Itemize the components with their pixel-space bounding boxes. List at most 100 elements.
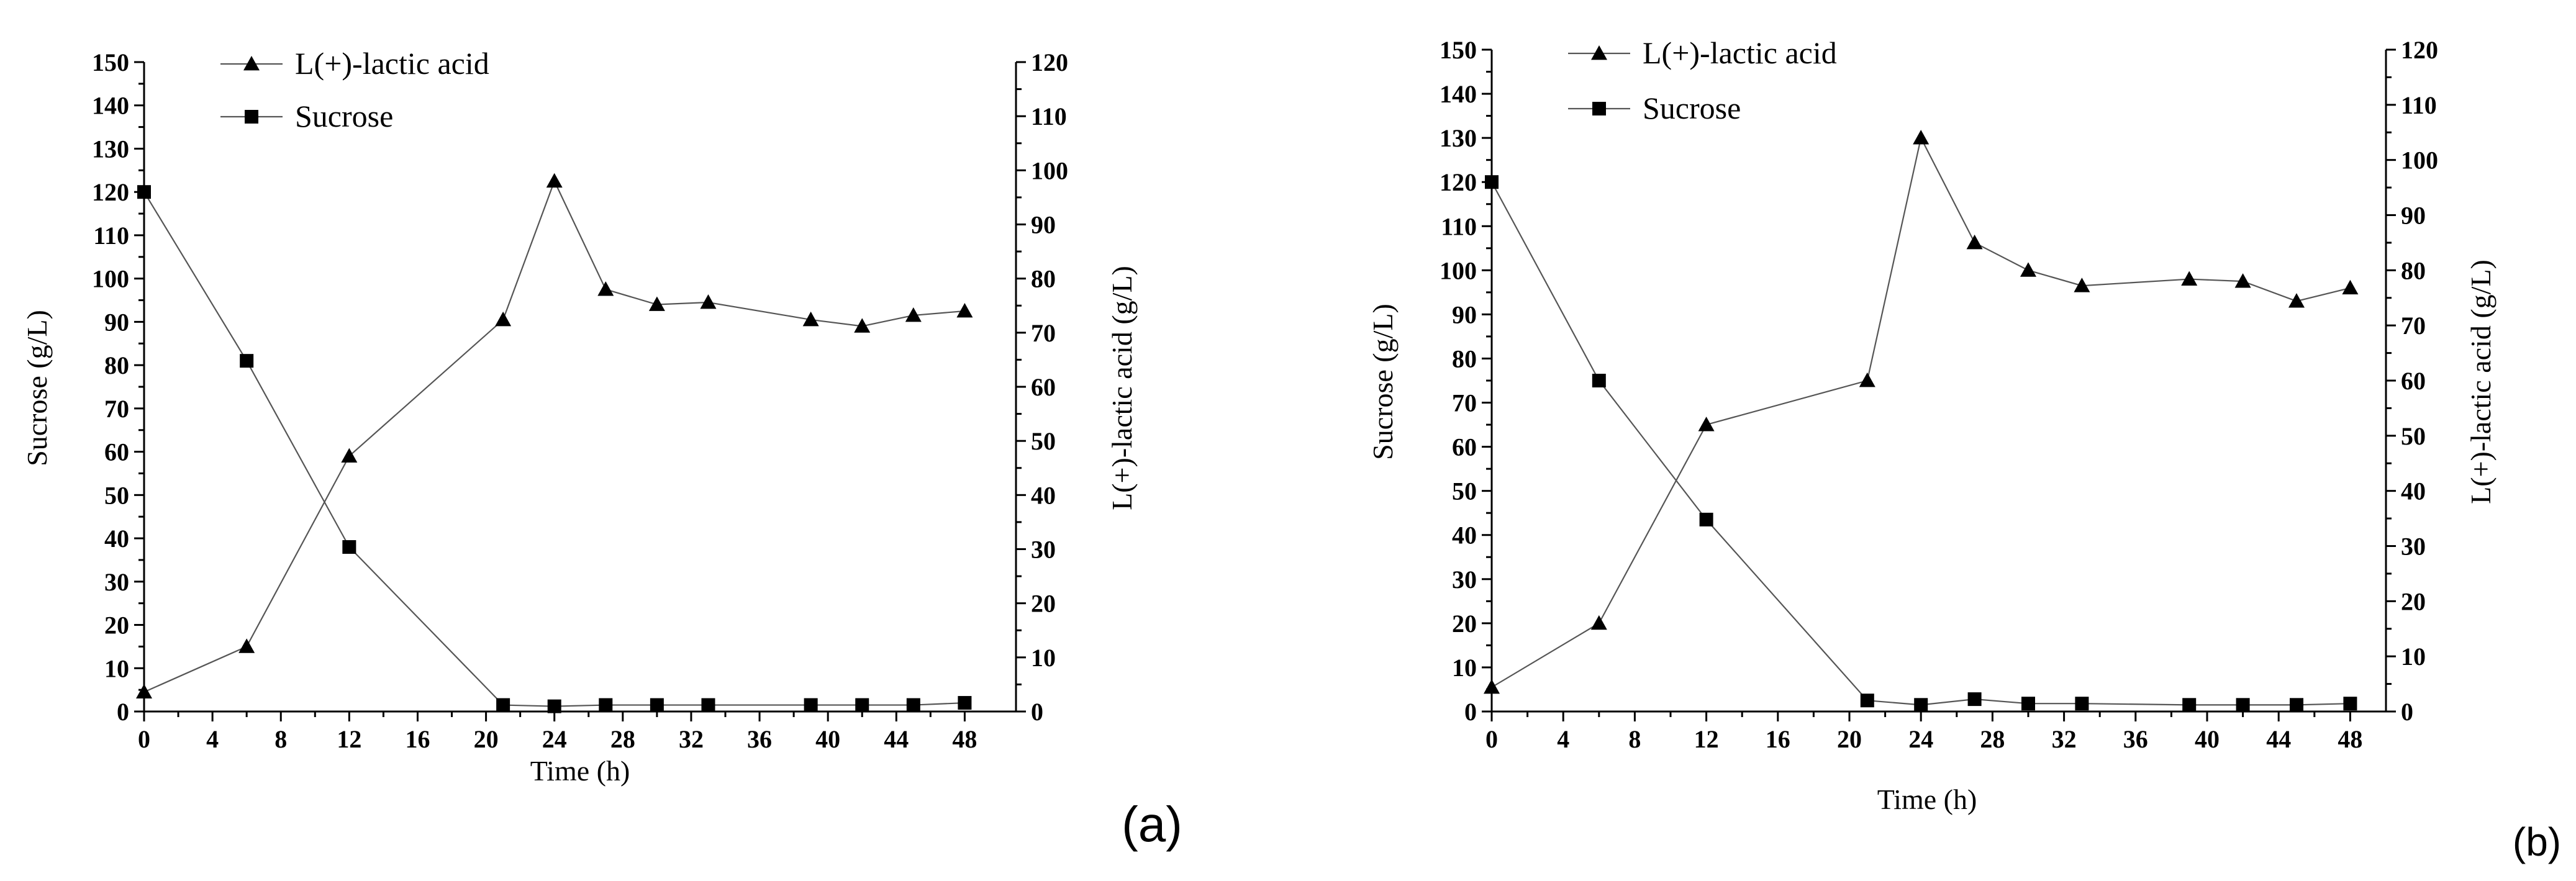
y-left-tick-label: 140 — [92, 92, 129, 120]
x-tick-label: 36 — [2123, 725, 2148, 753]
data-point-lactic-acid — [700, 294, 717, 309]
y-right-tick-label: 90 — [1031, 211, 1056, 239]
x-tick-label: 32 — [2052, 725, 2077, 753]
data-point-sucrose — [547, 699, 561, 713]
data-point-sucrose — [2343, 697, 2357, 711]
y-axis-right-label: L(+)-lactic acid (g/L) — [2465, 260, 2497, 504]
data-point-lactic-acid — [238, 638, 255, 653]
x-tick-label: 16 — [1766, 725, 1790, 753]
y-left-tick-label: 40 — [1452, 522, 1477, 549]
x-tick-label: 28 — [1980, 725, 2005, 753]
y-axis-left-label: Sucrose (g/L) — [1367, 304, 1399, 460]
y-right-tick-label: 10 — [1031, 644, 1056, 672]
x-tick-label: 48 — [2338, 725, 2362, 753]
y-left-tick-label: 130 — [1440, 124, 1477, 152]
data-point-lactic-acid — [1913, 130, 1930, 145]
series-line-sucrose — [1491, 181, 2351, 706]
series-line-sucrose — [143, 191, 965, 707]
y-left-tick-label: 30 — [1452, 566, 1477, 594]
y-right-tick-label: 40 — [1031, 481, 1056, 509]
y-right-tick-label: 50 — [1031, 427, 1056, 455]
data-point-lactic-acid — [495, 311, 512, 327]
data-point-sucrose — [906, 698, 920, 712]
y-right-tick-label: 0 — [1031, 698, 1043, 726]
y-left-tick-label: 50 — [104, 481, 129, 509]
y-left-tick-label: 0 — [117, 698, 129, 726]
x-tick-label: 44 — [884, 725, 909, 753]
y-right-tick-label: 120 — [2401, 36, 2438, 64]
y-left-tick-label: 60 — [104, 438, 129, 466]
x-axis-label: Time (h) — [1877, 784, 1977, 815]
data-point-sucrose — [1914, 698, 1928, 712]
x-tick-label: 44 — [2266, 725, 2291, 753]
data-point-lactic-acid — [2342, 279, 2359, 295]
y-left-tick-label: 110 — [1441, 212, 1477, 240]
data-point-lactic-acid — [2234, 273, 2251, 288]
y-right-tick-label: 10 — [2401, 643, 2426, 671]
y-right-tick-label: 60 — [2401, 367, 2426, 395]
data-point-lactic-acid — [546, 173, 563, 188]
data-point-sucrose — [496, 698, 510, 712]
y-left-tick-label: 120 — [92, 178, 129, 206]
data-point-sucrose — [855, 698, 869, 712]
x-tick-label: 40 — [2195, 725, 2220, 753]
y-left-tick-label: 80 — [1452, 345, 1477, 373]
data-point-sucrose — [2075, 697, 2089, 711]
x-tick-label: 20 — [1837, 725, 1862, 753]
x-tick-label: 12 — [1694, 725, 1719, 753]
y-right-tick-label: 120 — [1031, 48, 1068, 76]
x-tick-label: 36 — [747, 725, 772, 753]
series-line-lactic-acid — [143, 179, 965, 693]
data-point-lactic-acid — [905, 307, 922, 322]
y-right-tick-label: 100 — [1031, 156, 1068, 184]
panel-label: (a) — [1122, 797, 1182, 852]
y-left-tick-label: 20 — [104, 612, 129, 639]
data-point-sucrose — [1485, 175, 1499, 189]
data-point-lactic-acid — [2181, 271, 2198, 286]
y-right-tick-label: 100 — [2401, 147, 2438, 174]
data-point-lactic-acid — [136, 684, 152, 699]
data-point-lactic-acid — [1590, 615, 1607, 630]
y-right-tick-label: 60 — [1031, 373, 1056, 401]
y-left-tick-label: 130 — [92, 135, 129, 163]
x-tick-label: 28 — [610, 725, 635, 753]
x-tick-label: 8 — [1628, 725, 1641, 753]
data-point-lactic-acid — [648, 296, 665, 311]
y-right-tick-label: 30 — [1031, 536, 1056, 564]
y-right-tick-label: 70 — [1031, 319, 1056, 347]
y-right-tick-label: 20 — [2401, 587, 2426, 615]
x-tick-label: 0 — [1485, 725, 1498, 753]
data-point-lactic-acid — [802, 311, 819, 327]
x-tick-label: 48 — [952, 725, 977, 753]
legend-label-sucrose: Sucrose — [295, 99, 393, 133]
y-axis-right-label: L(+)-lactic acid (g/L) — [1106, 266, 1138, 510]
data-point-sucrose — [958, 696, 972, 710]
y-left-tick-label: 70 — [104, 395, 129, 423]
data-point-sucrose — [804, 698, 818, 712]
series-line-lactic-acid — [1491, 135, 2351, 688]
y-right-tick-label: 90 — [2401, 202, 2426, 230]
y-left-tick-label: 0 — [1464, 698, 1477, 726]
y-right-tick-label: 50 — [2401, 422, 2426, 450]
x-tick-label: 4 — [206, 725, 219, 753]
data-point-sucrose — [342, 540, 356, 554]
data-point-sucrose — [1967, 692, 1982, 707]
y-left-tick-label: 90 — [1452, 300, 1477, 328]
y-left-tick-label: 60 — [1452, 433, 1477, 461]
y-left-tick-label: 80 — [104, 351, 129, 379]
data-point-sucrose — [599, 698, 613, 712]
y-left-tick-label: 100 — [92, 265, 129, 293]
data-point-lactic-acid — [2020, 262, 2036, 277]
data-point-sucrose — [137, 185, 151, 199]
x-tick-label: 24 — [542, 725, 567, 753]
legend-marker-sucrose — [245, 110, 258, 124]
data-point-lactic-acid — [1859, 373, 1875, 387]
y-right-tick-label: 110 — [2401, 91, 2437, 119]
x-tick-label: 0 — [138, 725, 150, 753]
y-left-tick-label: 20 — [1452, 610, 1477, 638]
y-left-tick-label: 10 — [104, 654, 129, 682]
y-right-tick-label: 20 — [1031, 590, 1056, 618]
y-right-tick-label: 70 — [2401, 312, 2426, 340]
x-tick-label: 12 — [337, 725, 361, 753]
